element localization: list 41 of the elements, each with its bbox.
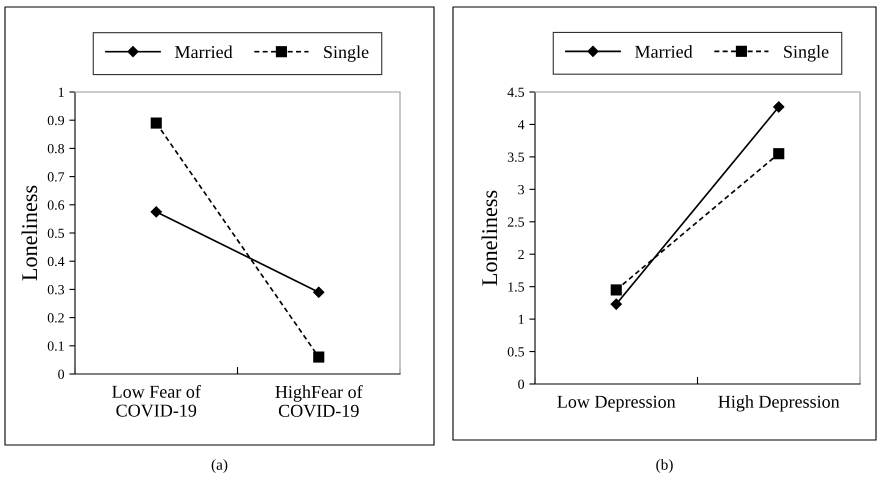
- point: [610, 298, 622, 310]
- text: (b): [656, 459, 673, 473]
- y-tick-label: 0.7: [48, 172, 64, 182]
- text: (a): [212, 459, 228, 473]
- point: [610, 284, 622, 296]
- y-tick-label: 0.9: [48, 116, 64, 126]
- legend-label: Single: [784, 45, 828, 62]
- x-tick-label: Low Fear of COVID-19: [112, 384, 201, 417]
- y-tick-label: 2: [518, 250, 524, 260]
- y-tick-label: 2.5: [508, 217, 524, 227]
- y-tick-label: 0: [58, 370, 64, 379]
- point: [773, 148, 784, 160]
- y-tick-label: 0.6: [48, 200, 64, 210]
- legend-label: Married: [635, 45, 692, 58]
- point: [313, 352, 324, 363]
- x-tick-label: Low Depression: [557, 396, 676, 412]
- y-tick-label: 0.5: [48, 228, 64, 238]
- x-tick-label: High Depression: [718, 395, 840, 412]
- y-axis-title: Loneliness: [22, 186, 38, 280]
- y-tick-label: 3.5: [508, 152, 524, 162]
- y-axis-title: Loneliness: [482, 190, 498, 286]
- y-tick-label: 0.4: [48, 256, 64, 266]
- legend-label: Single: [324, 45, 368, 62]
- x-tick-label: HighFear of COVID-19: [275, 385, 363, 418]
- y-tick-label: 1: [518, 314, 524, 324]
- y-tick-label: 1.5: [508, 282, 524, 292]
- y-tick-label: 3: [518, 184, 524, 194]
- point: [150, 117, 162, 129]
- y-tick-label: 0.8: [48, 144, 64, 154]
- y-tick-label: 0.3: [48, 284, 64, 294]
- y-tick-label: 1: [58, 88, 64, 97]
- point: [313, 286, 324, 298]
- y-tick-label: 4: [518, 120, 524, 130]
- y-tick-label: 0.1: [48, 341, 64, 351]
- y-tick-label: 0.2: [48, 313, 64, 323]
- y-tick-label: 0: [518, 380, 524, 389]
- legend-label: Married: [175, 45, 232, 58]
- y-tick-label: 4.5: [507, 88, 524, 98]
- y-tick-label: 0.5: [508, 347, 524, 357]
- point: [150, 206, 162, 218]
- point: [773, 101, 784, 113]
